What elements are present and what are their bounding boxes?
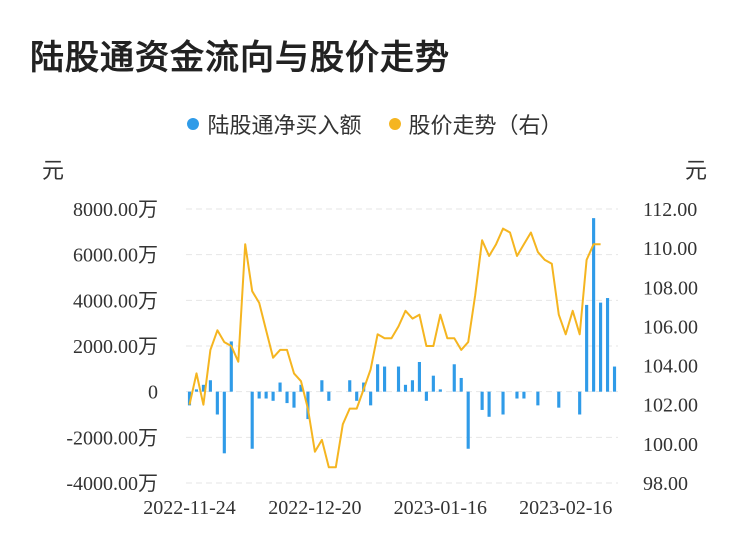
left-axis-ticks: 8000.00万 6000.00万 4000.00万 2000.00万 0 -2000.0… — [66, 199, 158, 495]
legend-item-price[interactable]: 股价走势（右） — [388, 108, 563, 140]
net-buy-bar — [410, 380, 415, 392]
right-tick-label: 106.00 — [643, 316, 698, 338]
left-tick-label: 6000.00万 — [73, 245, 158, 267]
net-buy-bar — [599, 302, 603, 392]
right-axis-ticks: 112.00 110.00 108.00 106.00 104.00 102.00 100.… — [643, 199, 698, 495]
net-buy-bar — [187, 391, 192, 406]
x-tick-label: 2023-01-16 — [394, 497, 487, 519]
legend-label-net-buy: 陆股通净买入额 — [207, 114, 362, 139]
right-tick-label: 102.00 — [643, 395, 698, 417]
left-tick-label: 8000.00万 — [73, 199, 158, 221]
x-tick-label: 2022-11-24 — [143, 497, 236, 519]
net-buy-bar — [348, 380, 352, 392]
net-buy-bar — [369, 391, 373, 406]
net-buy-bar — [417, 361, 421, 392]
net-buy-bar — [264, 391, 268, 399]
net-buy-bar — [383, 366, 387, 392]
net-buy-bar — [487, 391, 491, 417]
net-buy-bar — [605, 298, 610, 392]
right-tick-label: 100.00 — [643, 434, 698, 456]
net-buy-bar — [403, 384, 408, 392]
net-buy-bar — [480, 391, 484, 410]
right-axis-unit: 元 — [685, 159, 707, 184]
right-tick-label: 98.00 — [643, 473, 688, 495]
net-buy-bar — [431, 375, 435, 392]
net-buy-bar — [501, 391, 505, 415]
net-buy-bar — [557, 391, 561, 408]
net-buy-bar — [285, 391, 289, 404]
net-buy-bar — [424, 391, 428, 401]
net-buy-bar — [452, 364, 456, 392]
net-buy-bar — [585, 304, 589, 392]
net-buy-bar — [271, 391, 275, 401]
net-buy-bars — [187, 218, 617, 454]
left-tick-label: 0 — [148, 382, 158, 404]
chart-legend: 陆股通净买入额 股价走势（右） — [0, 108, 750, 140]
net-buy-bar — [194, 389, 199, 392]
left-tick-label: -4000.00万 — [66, 473, 158, 495]
net-buy-bar — [320, 380, 324, 392]
right-tick-label: 104.00 — [643, 356, 698, 378]
net-buy-bar — [355, 391, 359, 401]
x-tick-label: 2023-02-16 — [519, 497, 612, 519]
net-buy-bar — [208, 380, 212, 392]
left-tick-label: 2000.00万 — [73, 336, 158, 358]
net-buy-bar — [292, 391, 296, 408]
net-buy-bar — [612, 366, 617, 392]
x-axis-ticks: 2022-11-24 2022-12-20 2023-01-16 2023-02-16 — [143, 497, 612, 519]
net-buy-bar — [592, 218, 596, 392]
net-buy-bar — [536, 391, 540, 406]
page-title: 陆股通资金流向与股价走势 — [30, 38, 450, 78]
legend-dot-price — [388, 118, 401, 130]
left-tick-label: -2000.00万 — [66, 427, 158, 449]
net-buy-bar — [522, 391, 526, 399]
net-buy-bar — [278, 382, 282, 392]
left-tick-label: 4000.00万 — [73, 290, 158, 312]
net-buy-bar — [578, 391, 582, 415]
legend-item-net-buy[interactable]: 陆股通净买入额 — [187, 108, 362, 140]
x-tick-label: 2022-12-20 — [268, 497, 361, 519]
price-line-group — [188, 227, 601, 469]
net-buy-bar — [515, 391, 519, 399]
right-tick-label: 112.00 — [643, 199, 697, 221]
net-buy-bar — [438, 389, 442, 392]
net-buy-bar — [459, 377, 463, 392]
legend-label-price: 股价走势（右） — [408, 114, 563, 139]
net-buy-bar — [215, 391, 219, 415]
net-buy-bar — [466, 391, 470, 449]
left-axis-unit: 元 — [42, 159, 64, 184]
net-buy-bar — [257, 391, 261, 399]
net-buy-bar — [327, 391, 331, 401]
net-buy-bar — [222, 391, 226, 454]
legend-dot-net-buy — [187, 118, 200, 130]
net-buy-bar — [376, 364, 380, 392]
net-buy-bar — [299, 384, 303, 392]
net-buy-bar — [201, 384, 205, 392]
net-buy-bar — [396, 366, 401, 392]
price-line — [188, 227, 601, 469]
right-tick-label: 108.00 — [643, 277, 698, 299]
net-buy-bar — [250, 391, 254, 449]
net-buy-bar — [229, 341, 233, 392]
right-tick-label: 110.00 — [643, 238, 697, 260]
